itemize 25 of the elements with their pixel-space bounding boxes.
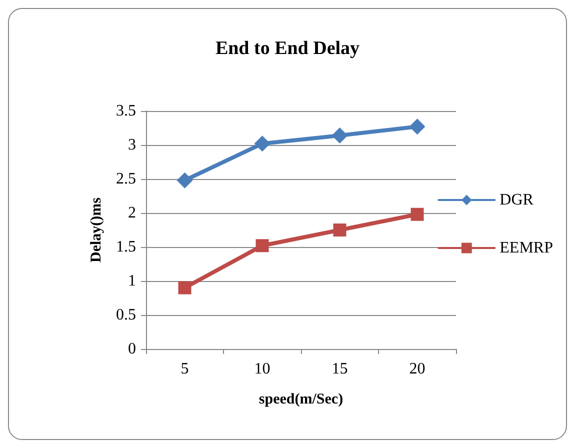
y-axis-title: Delay()ms (88, 197, 104, 262)
point (254, 136, 270, 152)
point (176, 172, 193, 188)
x-tick-label: 5 (180, 360, 189, 378)
x-tick-label: 20 (409, 360, 426, 378)
y-tick-label: 0 (128, 340, 136, 358)
y-tick-label: 2 (128, 204, 136, 222)
point (410, 208, 424, 221)
y-tick-label: 1.5 (116, 238, 136, 256)
point (409, 118, 426, 135)
y-tick-label: 3 (128, 136, 136, 154)
point (333, 224, 346, 236)
point (178, 281, 192, 294)
x-tick-label: 10 (254, 360, 270, 378)
chart-title: End to End Delay (215, 38, 360, 59)
point (256, 239, 269, 252)
y-tick-label: 2.5 (116, 170, 136, 188)
y-tick-label: 1 (128, 272, 136, 290)
y-tick-label: 3.5 (116, 102, 136, 120)
x-axis-title: speed(m/Sec) (258, 392, 344, 408)
legend-label: DGR (500, 192, 534, 208)
y-tick-label: 0.5 (116, 306, 136, 324)
point (332, 127, 348, 144)
legend-label: EEMRP (500, 240, 554, 256)
x-tick-label: 15 (332, 360, 348, 378)
